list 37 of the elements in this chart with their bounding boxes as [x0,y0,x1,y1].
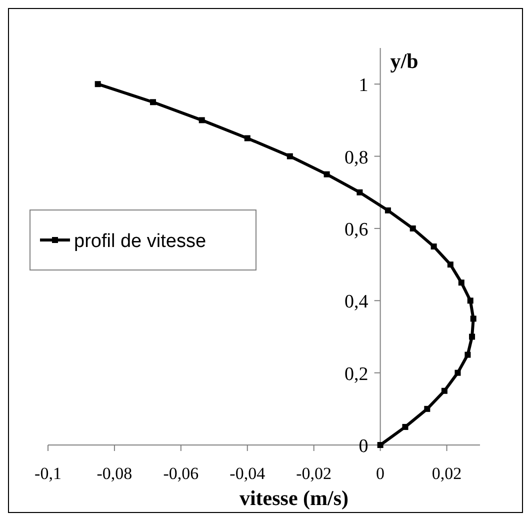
point [464,352,471,358]
point [286,153,293,160]
point [469,334,476,340]
point [94,81,101,88]
y-tick-label: 1 [358,75,368,96]
x-tick-label: -0,1 [34,464,62,483]
point [454,370,461,376]
point [377,442,384,448]
y-tick-label: 0,2 [344,364,368,385]
point [424,406,430,412]
x-tick-label: 0 [376,464,385,483]
x-tick-label: 0,02 [432,464,462,483]
point [410,225,416,232]
x-tick-label: -0,08 [96,464,132,483]
point [402,424,408,430]
point [150,99,156,106]
x-tick-label: -0,02 [296,464,332,483]
point [384,207,391,214]
y-tick-label: 0,8 [344,147,368,168]
point [467,298,474,304]
point [356,189,363,196]
legend-label: profil de vitesse [74,231,206,252]
y-tick-label: 0,6 [344,219,368,240]
x-tick-label: -0,04 [230,464,266,483]
x-axis-title: vitesse (m/s) [239,486,349,510]
point [441,388,448,394]
y-axis-title: y/b [390,49,418,73]
point [198,117,205,124]
point [430,244,437,250]
point [447,262,454,268]
y-tick-label: 0,4 [344,292,369,313]
x-tick-label: -0,06 [163,464,199,483]
point [244,135,250,142]
point [458,280,464,286]
point [324,171,330,178]
point [470,316,476,322]
y-tick-label: 0 [358,436,368,457]
